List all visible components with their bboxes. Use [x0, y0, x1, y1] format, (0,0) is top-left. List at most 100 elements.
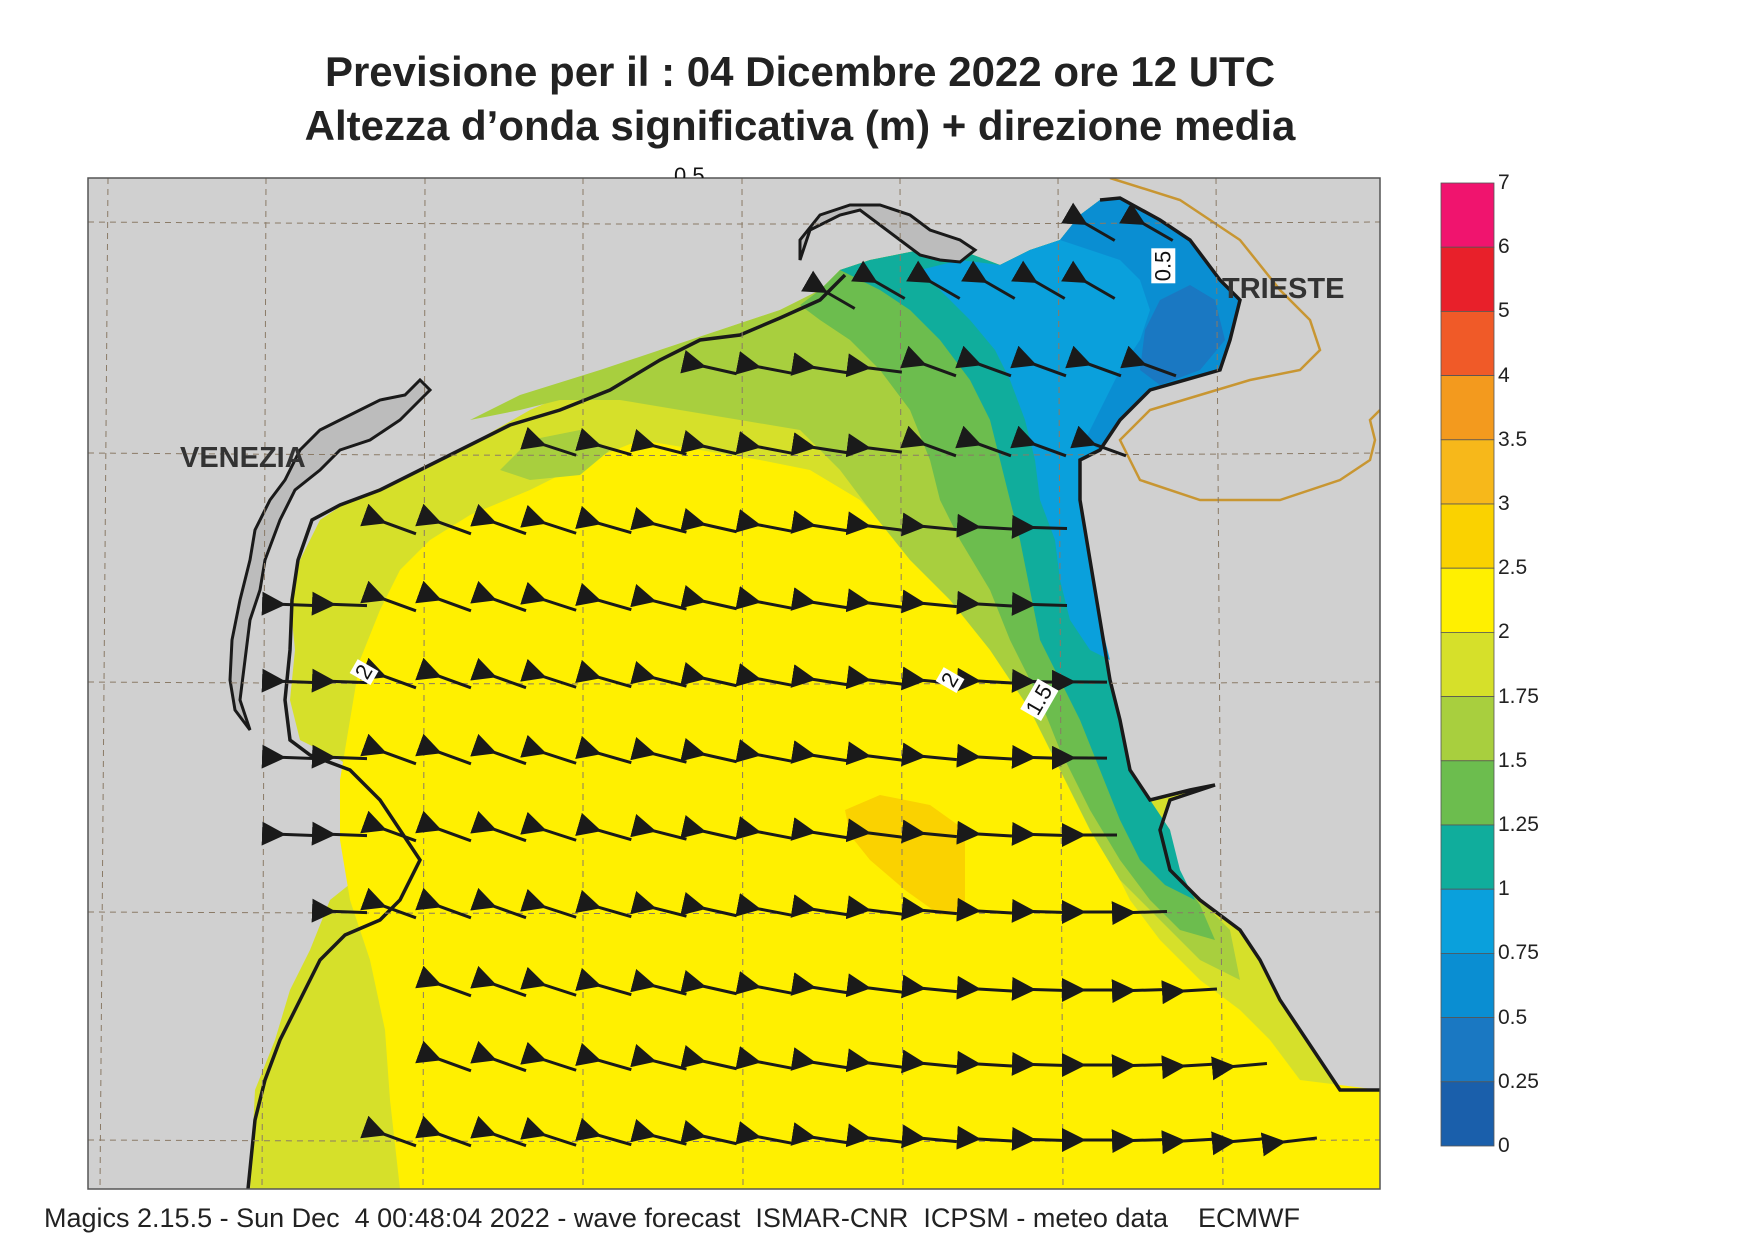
wave-direction-arrow — [415, 657, 472, 690]
colorbar-swatch — [1440, 246, 1495, 312]
wave-direction-arrow — [1065, 345, 1122, 378]
colorbar-swatch — [1440, 760, 1495, 826]
wave-direction-arrow — [680, 429, 737, 456]
wave-direction-arrow — [956, 667, 1013, 692]
colorbar-label: 4 — [1498, 363, 1510, 387]
wave-direction-arrow — [261, 668, 318, 693]
colorbar-swatch — [1440, 1017, 1495, 1083]
wave-direction-arrow — [311, 898, 368, 923]
wave-direction-arrow — [360, 810, 417, 843]
map-subtitle: Altezza d’onda significativa (m) + direz… — [304, 102, 1296, 149]
wave-direction-arrow — [415, 1040, 472, 1073]
wave-direction-arrow — [1111, 1054, 1168, 1079]
wave-direction-arrow — [735, 739, 792, 763]
wave-direction-arrow — [790, 1122, 848, 1146]
wave-direction-arrow — [360, 503, 417, 536]
wave-direction-arrow — [520, 504, 577, 535]
colorbar-label: 7 — [1498, 171, 1510, 194]
wave-direction-arrow — [1260, 1132, 1318, 1157]
wave-direction-arrow — [680, 349, 737, 376]
wave-direction-arrow — [360, 887, 417, 920]
wave-direction-arrow — [1111, 1129, 1168, 1154]
wave-direction-arrow — [1161, 980, 1218, 1005]
wave-direction-arrow — [956, 743, 1013, 768]
wave-direction-arrow — [520, 1041, 577, 1072]
wave-direction-arrow — [1161, 1055, 1218, 1080]
wave-direction-arrow — [311, 668, 368, 693]
colorbar — [1440, 182, 1495, 1147]
wave-direction-arrow — [1011, 514, 1068, 539]
wave-direction-arrow — [470, 810, 527, 843]
wave-direction-arrow — [575, 582, 632, 612]
colorbar-label: 1.25 — [1498, 813, 1539, 836]
wave-direction-arrow — [955, 425, 1012, 458]
wave-direction-arrow — [735, 816, 792, 840]
wave-direction-arrow — [735, 509, 792, 533]
colorbar-label: 6 — [1498, 235, 1510, 259]
map-title: Previsione per il : 04 Dicembre 2022 ore… — [324, 48, 1276, 95]
colorbar-label: 1 — [1498, 877, 1510, 901]
colorbar-label: 2 — [1498, 620, 1510, 644]
wave-direction-arrow — [1011, 976, 1068, 1001]
wave-direction-arrow — [360, 733, 417, 766]
wave-direction-arrow — [415, 733, 472, 766]
wave-direction-arrow — [1011, 1051, 1068, 1076]
isonzo-coast — [798, 203, 978, 264]
wave-direction-arrow — [470, 1040, 527, 1073]
wave-direction-arrow — [845, 895, 903, 920]
wave-direction-arrow — [901, 974, 958, 999]
wave-direction-arrow — [845, 511, 903, 536]
wave-direction-arrow — [575, 427, 632, 457]
wave-direction-arrow — [415, 503, 472, 536]
wave-direction-arrow — [1119, 202, 1174, 242]
wave-direction-arrow — [956, 1050, 1013, 1075]
wave-direction-arrow — [1061, 202, 1116, 242]
wave-direction-arrow — [790, 894, 848, 918]
wave-direction-arrow — [311, 821, 368, 846]
wave-direction-arrow — [1111, 901, 1168, 926]
wave-direction-arrow — [901, 819, 958, 844]
wave-direction-arrow — [575, 1042, 632, 1072]
wave-direction-arrow — [415, 810, 472, 843]
wave-direction-arrow — [845, 1123, 903, 1148]
city-label-trieste: TRIESTE — [1222, 273, 1345, 305]
wave-direction-arrow — [790, 972, 848, 996]
wave-direction-arrow — [790, 510, 848, 534]
colorbar-swatch — [1440, 567, 1495, 633]
wave-direction-arrow — [845, 353, 903, 378]
wave-direction-arrow — [900, 425, 957, 458]
wave-direction-arrow — [520, 888, 577, 919]
wave-direction-arrow — [956, 590, 1013, 615]
wave-direction-arrow — [845, 1048, 903, 1073]
wave-direction-arrow — [790, 817, 848, 841]
wave-direction-arrow — [901, 896, 958, 921]
map-frame — [87, 177, 1381, 1190]
wave-direction-arrow — [1011, 260, 1066, 300]
wave-direction-arrow — [415, 1115, 472, 1148]
colorbar-label: 3 — [1498, 492, 1510, 515]
coastline — [246, 273, 847, 1189]
wave-direction-arrow — [360, 1115, 417, 1148]
wave-direction-arrow — [261, 744, 318, 769]
wave-direction-arrow — [735, 351, 792, 375]
wave-direction-arrow — [415, 965, 472, 998]
wave-direction-arrow — [470, 733, 527, 766]
wave-direction-arrow — [900, 345, 957, 378]
colorbar-swatch — [1440, 632, 1495, 698]
wave-direction-arrow — [735, 1121, 792, 1145]
wave-direction-arrow — [470, 965, 527, 998]
colorbar-label: 5 — [1498, 299, 1510, 323]
wave-direction-arrow — [575, 505, 632, 535]
wave-direction-arrow — [790, 352, 848, 376]
wave-direction-arrow — [470, 1115, 527, 1148]
wave-direction-arrow — [735, 1046, 792, 1070]
wave-direction-arrow — [790, 740, 848, 764]
wave-direction-arrow — [1211, 1056, 1268, 1081]
wave-direction-arrow — [790, 587, 848, 611]
wave-direction-arrow — [735, 586, 792, 610]
wave-direction-arrow — [520, 1116, 577, 1147]
city-label-venezia: VENEZIA — [180, 442, 306, 474]
wave-direction-arrow — [955, 345, 1012, 378]
wave-direction-arrow — [790, 432, 848, 456]
